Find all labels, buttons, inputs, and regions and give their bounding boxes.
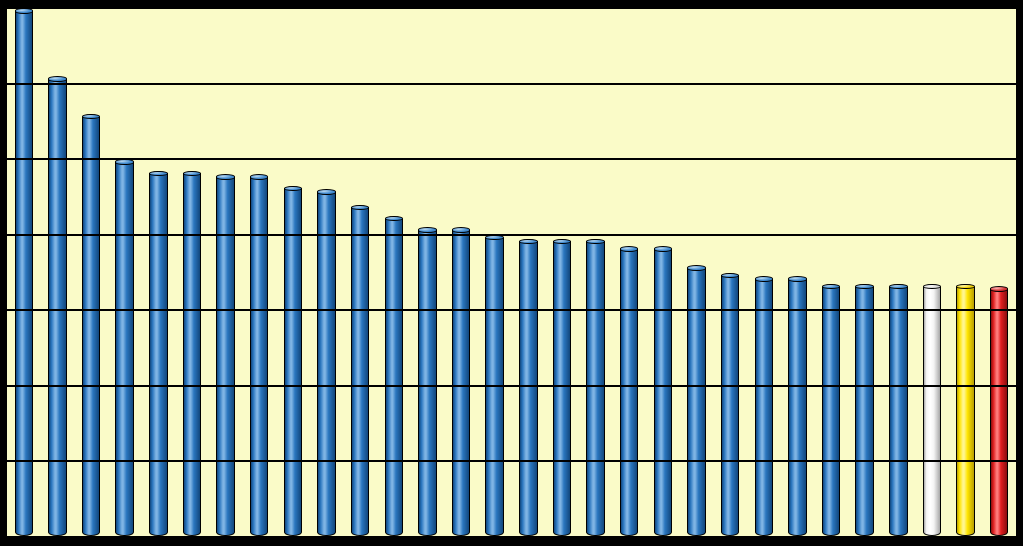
bar-body (82, 117, 100, 536)
bar-body (216, 177, 234, 536)
gridline (7, 460, 1016, 462)
bar (48, 76, 66, 536)
gridline (7, 234, 1016, 236)
gridline (7, 7, 1016, 9)
bar-cap (654, 246, 672, 252)
bar (15, 8, 33, 536)
bar-body (620, 249, 638, 536)
bar-body (15, 11, 33, 536)
bar (755, 276, 773, 536)
chart-frame (0, 0, 1023, 546)
bar-body (654, 249, 672, 536)
bar-body (956, 287, 974, 536)
bar-cap (317, 189, 335, 195)
bar-body (553, 241, 571, 536)
bar-body (822, 287, 840, 536)
gridline (7, 83, 1016, 85)
bar-body (788, 279, 806, 536)
bar-cap (149, 171, 167, 177)
bar-cap (620, 246, 638, 252)
gridline (7, 385, 1016, 387)
bar-body (149, 173, 167, 536)
bar (519, 239, 537, 537)
bar-body (183, 173, 201, 536)
x-axis-baseline (7, 536, 1016, 539)
bar (990, 286, 1008, 536)
bar (721, 273, 739, 536)
bar (183, 170, 201, 536)
bar-cap (250, 174, 268, 180)
bar (149, 170, 167, 536)
bar-cap (755, 276, 773, 282)
bar (889, 284, 907, 536)
bar-body (385, 219, 403, 536)
bar (687, 265, 705, 536)
bar-body (519, 241, 537, 536)
bar-body (452, 230, 470, 536)
bar (284, 186, 302, 536)
bar (654, 246, 672, 536)
bar-cap (48, 76, 66, 82)
bar (250, 174, 268, 536)
bar (216, 174, 234, 536)
bar-cap (553, 239, 571, 245)
bar-cap (721, 273, 739, 279)
bar-cap (519, 239, 537, 245)
bar-body (990, 289, 1008, 536)
gridline (7, 309, 1016, 311)
bar (855, 284, 873, 536)
bar-body (923, 287, 941, 536)
bar-cap (351, 205, 369, 211)
bar (822, 284, 840, 536)
bar-body (586, 241, 604, 536)
bar-body (284, 188, 302, 536)
bar (115, 159, 133, 536)
bar (317, 189, 335, 536)
bar-body (721, 275, 739, 536)
bar-cap (586, 239, 604, 245)
bar-body (250, 177, 268, 536)
bar (385, 216, 403, 536)
bar-container (7, 7, 1016, 536)
bar-cap (788, 276, 806, 282)
bar-body (351, 207, 369, 536)
bar-cap (452, 227, 470, 233)
bar (452, 227, 470, 536)
bar (418, 227, 436, 536)
bar-body (755, 279, 773, 536)
gridline (7, 158, 1016, 160)
bar-cap (990, 286, 1008, 292)
bar-body (317, 192, 335, 536)
bar (788, 276, 806, 536)
bar-cap (284, 186, 302, 192)
bar (82, 114, 100, 536)
bar-body (687, 268, 705, 536)
bar-body (889, 287, 907, 536)
bar-cap (418, 227, 436, 233)
bar (586, 239, 604, 537)
bar-cap (687, 265, 705, 271)
bar-body (855, 287, 873, 536)
bar-body (418, 230, 436, 536)
plot-area (7, 7, 1016, 539)
bar (956, 284, 974, 536)
bar-body (115, 162, 133, 536)
bar-body (48, 79, 66, 536)
bar (620, 246, 638, 536)
bar-cap (183, 171, 201, 177)
bar (923, 284, 941, 536)
bar (553, 239, 571, 537)
bar-cap (216, 174, 234, 180)
bar (351, 205, 369, 537)
